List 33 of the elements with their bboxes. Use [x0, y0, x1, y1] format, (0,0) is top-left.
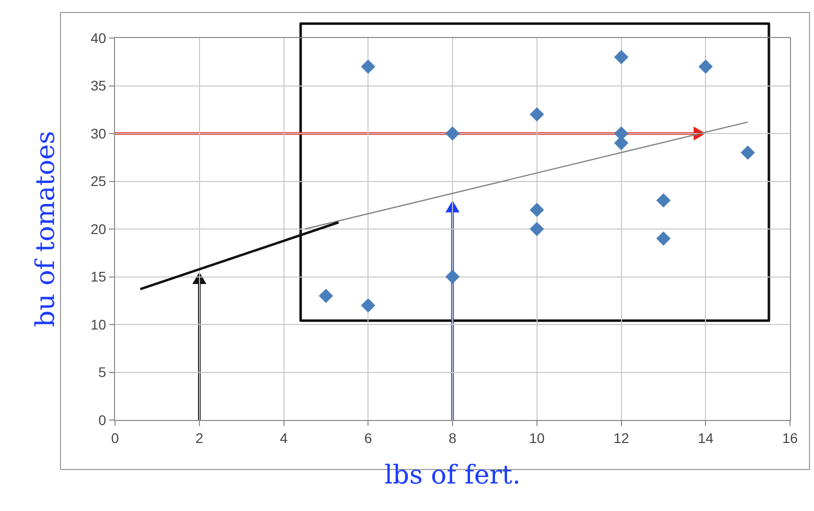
y-axis-title: bu of tomatoes [31, 130, 62, 328]
point [360, 298, 376, 313]
x-tick-label: 14 [698, 430, 714, 446]
x-tick-label: 2 [195, 430, 204, 446]
point [614, 50, 628, 64]
point [698, 60, 713, 74]
point [445, 270, 460, 284]
y-tick-label: 10 [90, 316, 106, 332]
point [740, 145, 755, 160]
x-tick-label: 12 [613, 430, 630, 446]
x-tick-label: 6 [364, 430, 372, 446]
y-tick-label: 35 [90, 78, 106, 94]
point [445, 126, 460, 141]
x-tick-label: 0 [111, 430, 120, 446]
x-tick-label: 16 [782, 430, 798, 446]
y-tick-label: 25 [90, 173, 106, 190]
x-tick-label: 8 [448, 430, 457, 446]
y-tick-label: 30 [90, 125, 106, 142]
x-axis-title: lbs of fert. [384, 460, 521, 490]
x-tick-label: 10 [529, 430, 545, 446]
y-tick-label: 20 [90, 220, 106, 237]
point [530, 107, 544, 122]
point [656, 231, 671, 246]
point [318, 288, 334, 303]
x-tick-label: 4 [280, 430, 288, 446]
y-tick-label: 0 [98, 412, 106, 428]
point [530, 202, 544, 218]
point [360, 60, 376, 74]
y-tick-label: 5 [98, 364, 106, 380]
point [656, 193, 671, 208]
point [530, 222, 544, 236]
y-tick-label: 40 [90, 30, 106, 46]
y-tick-label: 15 [90, 268, 106, 285]
